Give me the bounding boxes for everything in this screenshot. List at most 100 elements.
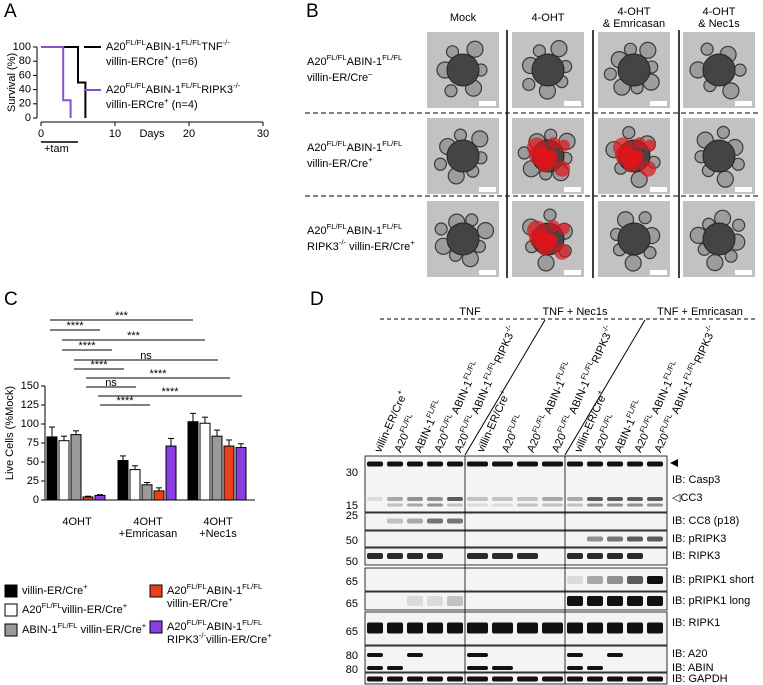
legend-label: ABIN-1FL/FL villin-ER/Cre+ [22,621,147,636]
band [607,553,623,559]
text-part: villin-ER/Cre [167,598,228,610]
organoid-body [446,53,480,87]
text-part: A20 [106,41,126,53]
band [407,622,423,634]
blot-label: IB: pRIPK1 short [672,574,754,586]
text-part: A20 [167,621,187,633]
text-part: A20 [307,56,327,68]
band [447,503,463,507]
error-bar [190,412,196,422]
organoid-crypt [453,128,468,142]
x-tick-label: 30 [257,128,269,140]
text-part: RIPK3 [590,331,614,365]
band [587,576,603,584]
text-part: FL/FL [42,601,63,610]
text-part: ABIN-1 [347,142,382,154]
legend-swatch [4,623,18,637]
y-tick-label: 20 [19,98,31,110]
fluorescence [643,139,656,152]
organoid-crypt [716,125,730,139]
band [627,536,643,542]
text-part: + [164,53,169,62]
band [647,461,663,467]
band [647,497,663,501]
text-part: A20 [452,432,471,455]
text-part: FL/FL [126,38,147,47]
band [627,576,643,584]
band [647,622,663,634]
band [387,676,403,682]
arrowhead [670,459,678,467]
text-part: FL/FL [57,621,78,630]
band [607,622,623,634]
band [607,461,623,467]
band [407,653,423,657]
text-part: FL/FL [382,53,403,62]
organoid-crypt [643,246,657,260]
organoid-crypt [722,82,740,100]
band [647,536,663,542]
band [467,553,488,559]
text-part: RIPK3 [692,331,716,365]
band [627,461,643,467]
text-part: A20 [525,432,544,455]
band [567,503,583,507]
text-part: + [83,582,88,591]
band [367,461,383,467]
significance-label: *** [115,310,129,322]
text-part: A20 [392,432,411,455]
legend-swatch [149,620,163,634]
panel-label: D [310,289,324,310]
legend-label: A20FL/FLABIN-1FL/FLTNF-/-villin-ERCre+ (… [106,38,230,68]
band [467,497,488,501]
band [407,596,423,606]
mw-marker: 15 [346,500,358,512]
text-part: FL/FL [181,38,202,47]
text-part: + [497,388,507,396]
text-line: 4OHT [62,516,92,528]
treatment-label: TNF + Nec1s [542,306,608,318]
column-header: 4-OHT & Nec1s [698,6,740,30]
band [367,676,383,682]
text-part: + [394,388,404,396]
significance-label: **** [161,386,179,398]
text-part: FL/FL [624,397,641,420]
scale-bar [564,270,581,275]
band [387,622,403,634]
text-part: villin-ER/Cre [307,72,368,84]
y-axis-label: Live Cells (%Mock) [4,386,16,480]
band [587,497,603,501]
y-tick-label: 125 [21,399,39,411]
bar [141,484,153,501]
significance-label: **** [66,320,84,332]
significance-label: **** [149,368,167,380]
fluorescence [557,139,570,152]
organoid-crypt [444,84,458,98]
organoid-body [446,139,480,173]
bar [70,434,82,501]
band [387,518,403,524]
band [387,461,403,467]
organoid-crypt [543,208,557,222]
band [447,622,463,634]
text-line: 4-OHT [532,12,565,24]
legend-swatch [149,584,163,598]
band [587,461,603,467]
band [447,676,463,682]
organoid-crypt [622,125,636,140]
column-header: Mock [450,12,477,24]
band [427,497,443,501]
bar [94,494,106,501]
x-axis-label: Days [139,128,165,140]
text-part: + [368,155,373,164]
band [407,553,423,559]
organoid-crypt [624,254,642,272]
organoid-body [617,53,651,87]
text-part: FL/FL [187,582,208,591]
organoid-body [531,53,565,87]
band [467,653,488,657]
text-part: RIPK3 [201,84,233,96]
text-part: ABIN-1 [347,56,382,68]
scale-bar [735,270,752,275]
fluorescence [547,137,560,150]
